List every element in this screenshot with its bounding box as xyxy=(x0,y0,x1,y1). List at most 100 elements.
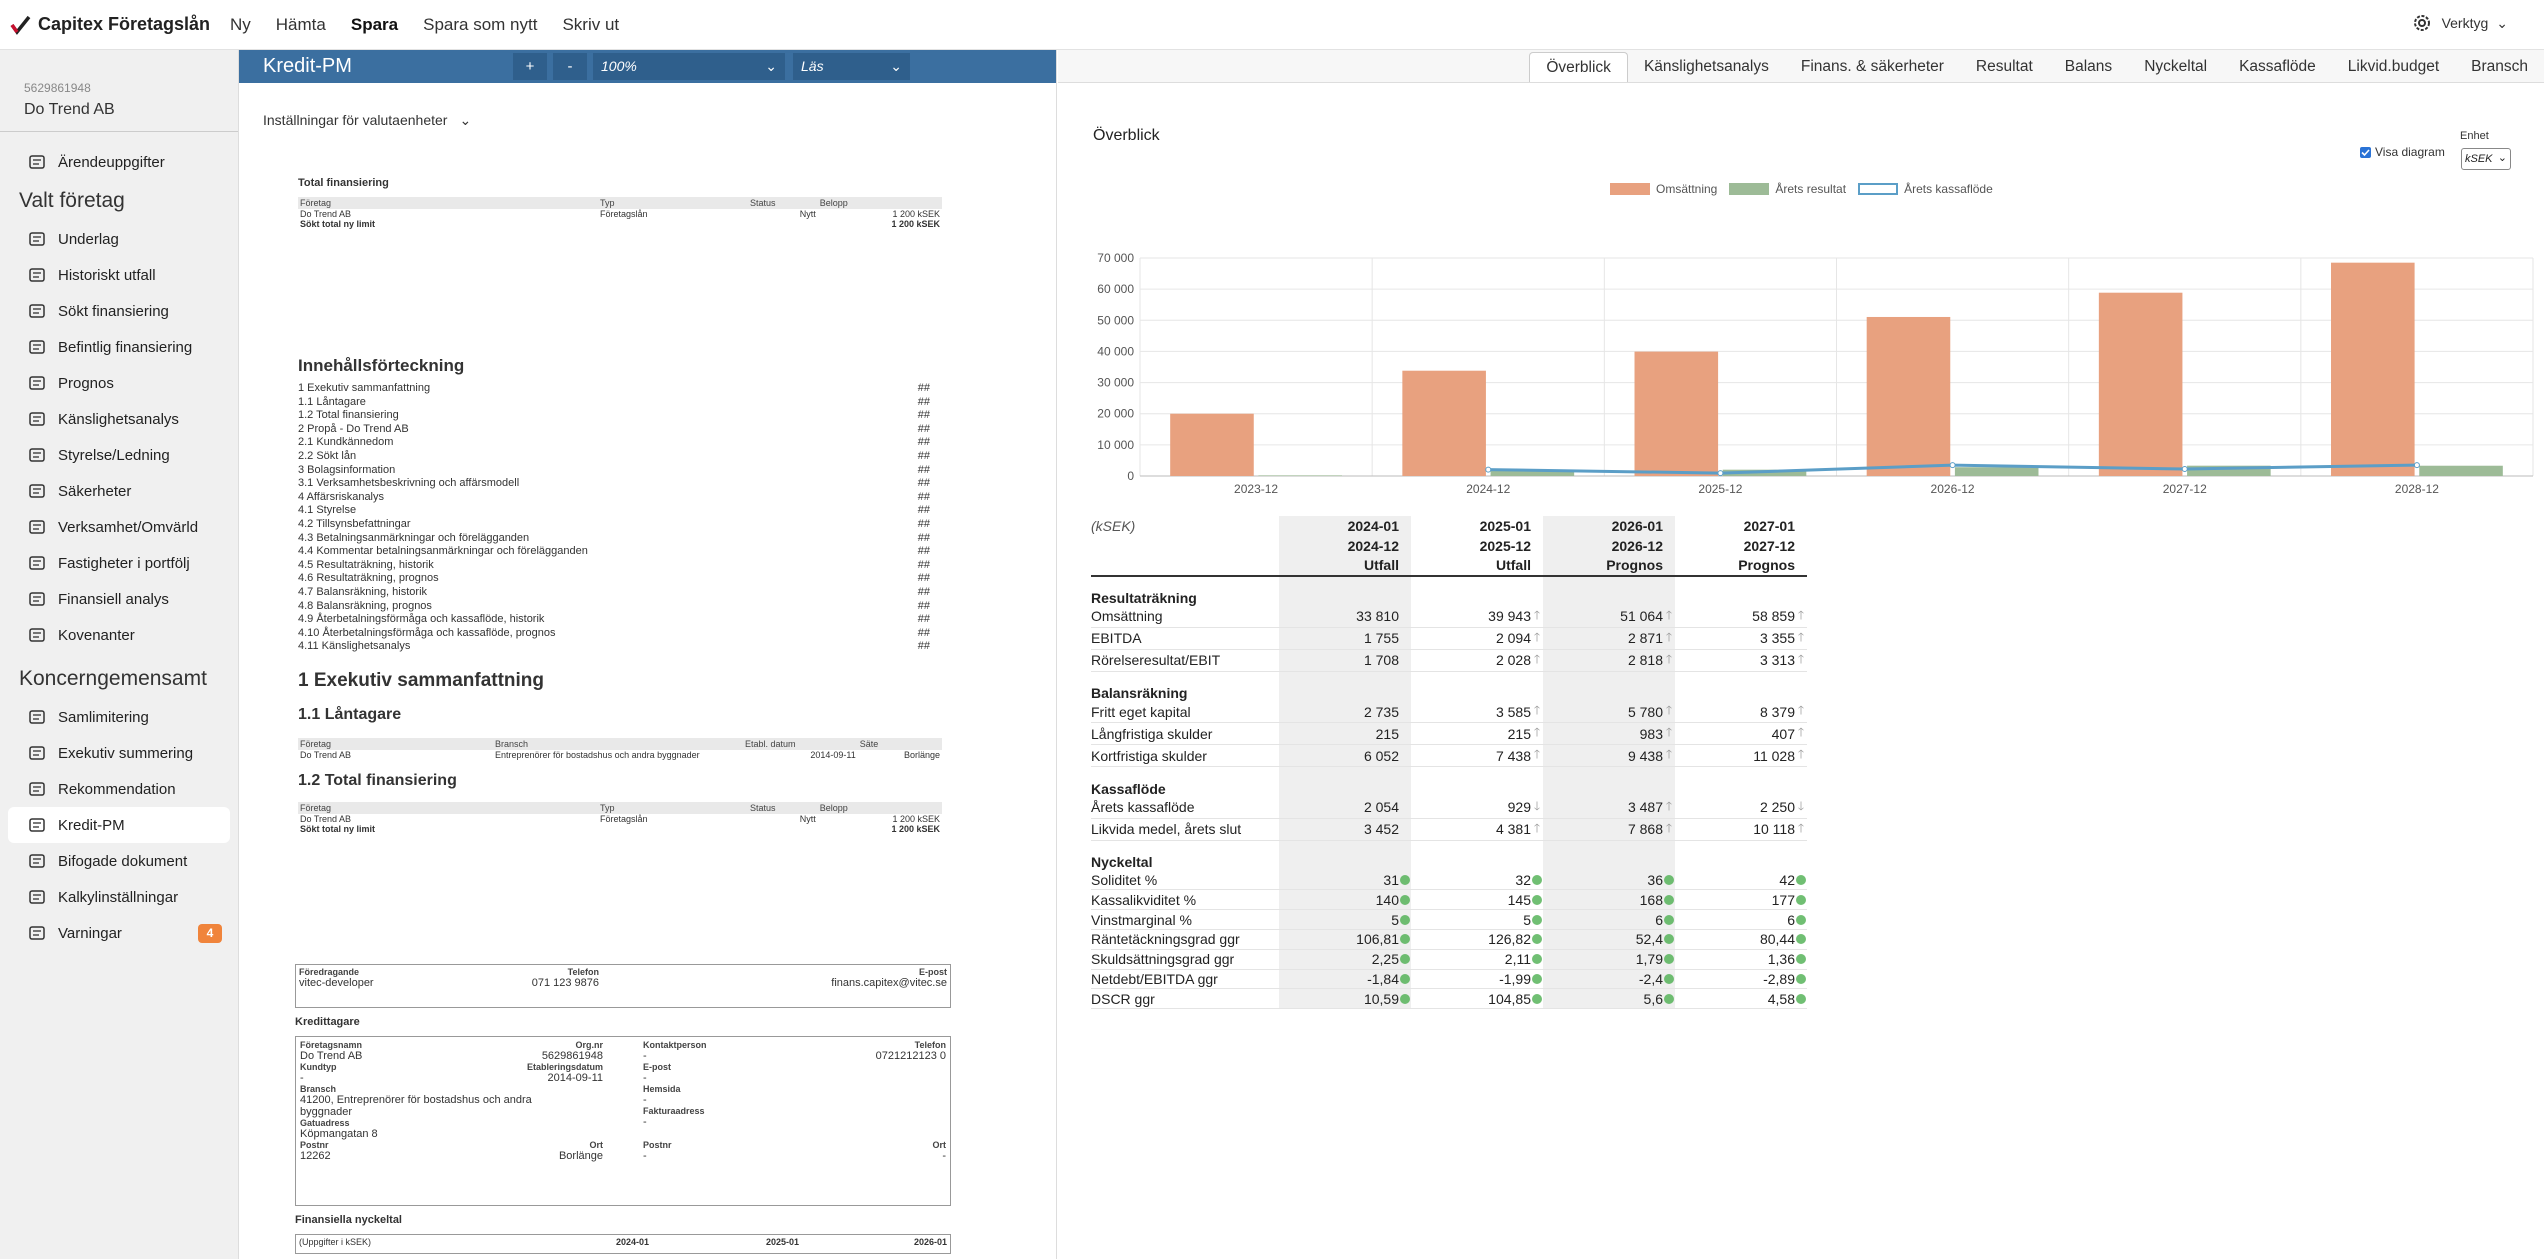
icon-cell xyxy=(1663,929,1675,950)
tab-överblick[interactable]: Överblick xyxy=(1529,52,1628,82)
value-cell: 4,58 xyxy=(1675,988,1795,1010)
arrow-up-icon: 🡑 xyxy=(1797,651,1805,666)
sidebar-item-verksamhet-omvärld[interactable]: Verksamhet/Omvärld xyxy=(8,509,230,545)
toc-entry[interactable]: 1.2 Total finansiering ## xyxy=(298,409,930,422)
sidebar-item-rekommendation[interactable]: Rekommendation xyxy=(8,771,230,807)
tab-kassaflöde[interactable]: Kassaflöde xyxy=(2239,58,2316,75)
toc-entry[interactable]: 4.8 Balansräkning, prognos ## xyxy=(298,599,930,612)
icon-cell xyxy=(1663,870,1675,891)
sidebar-item-säkerheter[interactable]: Säkerheter xyxy=(8,473,230,509)
handshake-icon xyxy=(29,746,45,760)
spacer xyxy=(1663,671,1675,702)
tools-menu[interactable]: Verktyg ⌄ xyxy=(2412,13,2508,33)
status-dot-icon xyxy=(1664,894,1674,905)
value-cell: 58 859 xyxy=(1675,605,1795,628)
unit-select[interactable]: kSEK ⌄ xyxy=(2461,148,2511,170)
section-header: Balansräkning xyxy=(1091,671,1807,702)
toc-entry[interactable]: 4.1 Styrelse ## xyxy=(298,504,930,517)
sidebar-item-ärendeuppgifter[interactable]: Ärendeuppgifter xyxy=(8,144,230,180)
coins-icon xyxy=(29,376,45,390)
toc-entry[interactable]: 3.1 Verksamhetsbeskrivning och affärsmod… xyxy=(298,477,930,490)
arrow-up-icon: 🡑 xyxy=(1797,820,1805,835)
menu-ny[interactable]: Ny xyxy=(230,14,251,34)
icon-cell xyxy=(1531,909,1543,930)
tab-resultat[interactable]: Resultat xyxy=(1975,58,2033,75)
bar-arets-resultat xyxy=(2419,465,2503,476)
value-cell: 2,11 xyxy=(1411,949,1531,970)
zoom-select[interactable]: 100% ⌄ xyxy=(593,53,785,80)
sidebar-item-kalkylinställningar[interactable]: Kalkylinställningar xyxy=(8,879,230,915)
brand[interactable]: Capitex Företagslån xyxy=(8,13,230,37)
sidebar-item-prognos[interactable]: Prognos xyxy=(8,365,230,401)
toc-entry[interactable]: 4.11 Känslighetsanalys ## xyxy=(298,640,930,653)
legend-swatch xyxy=(1858,183,1899,195)
toc-entry[interactable]: 2.1 Kundkännedom ## xyxy=(298,436,930,449)
board-icon xyxy=(29,448,45,462)
toc-entry[interactable]: 4.2 Tillsynsbefattningar ## xyxy=(298,517,930,530)
icon-cell xyxy=(1795,929,1807,950)
tab-likvid-budget[interactable]: Likvid.budget xyxy=(2347,58,2440,75)
tab-känslighetsanalys[interactable]: Känslighetsanalys xyxy=(1643,58,1769,75)
toc-entry[interactable]: 2 Propå - Do Trend AB ## xyxy=(298,422,930,435)
toc-entry[interactable]: 4.5 Resultaträkning, historik ## xyxy=(298,558,930,571)
zoom-in-button[interactable]: + xyxy=(513,53,547,80)
value-cell: -1,99 xyxy=(1411,969,1531,990)
sidebar-item-exekutiv-summering[interactable]: Exekutiv summering xyxy=(8,735,230,771)
menu-spara-som-nytt[interactable]: Spara som nytt xyxy=(423,14,538,34)
table-row: EBITDA 1 755 2 094 🡑 2 871 🡑 3 355 🡑 xyxy=(1091,627,1807,650)
sidebar-item-känslighetsanalys[interactable]: Känslighetsanalys xyxy=(8,401,230,437)
sidebar-item-label: Kredit-PM xyxy=(58,816,125,834)
toc-entry[interactable]: 3 Bolagsinformation ## xyxy=(298,463,930,476)
toc-entry[interactable]: 4.7 Balansräkning, historik ## xyxy=(298,585,930,598)
sidebar-item-label: Befintlig finansiering xyxy=(58,338,193,356)
legend-item-arets-resultat[interactable]: Årets resultat xyxy=(1729,182,1846,196)
sidebar-item-historiskt-utfall[interactable]: Historiskt utfall xyxy=(8,257,230,293)
sidebar-item-befintlig-finansiering[interactable]: Befintlig finansiering xyxy=(8,329,230,365)
toc-entry[interactable]: 4.9 Återbetalningsförmåga och kassaflöde… xyxy=(298,613,930,626)
sidebar-item-kovenanter[interactable]: Kovenanter xyxy=(8,617,230,653)
unit-label xyxy=(1091,536,1279,556)
toc-entry[interactable]: 2.2 Sökt lån ## xyxy=(298,449,930,462)
toc-entry[interactable]: 4 Affärsriskanalys ## xyxy=(298,490,930,503)
toc-entry[interactable]: 1 Exekutiv sammanfattning ## xyxy=(298,382,930,394)
top-bar: Capitex Företagslån Ny Hämta Spara Spara… xyxy=(0,0,2544,50)
toc-entry[interactable]: 4.10 Återbetalningsförmåga och kassaflöd… xyxy=(298,626,930,639)
icon-cell xyxy=(1663,949,1675,970)
toc-entry[interactable]: 4.6 Resultaträkning, prognos ## xyxy=(298,572,930,585)
sidebar-item-kredit-pm[interactable]: Kredit-PM xyxy=(8,807,230,843)
total-financing-heading: 1.2 Total finansiering xyxy=(298,772,457,789)
legend-item-omsattning[interactable]: Omsättning xyxy=(1610,182,1717,196)
sidebar-item-finansiell-analys[interactable]: Finansiell analys xyxy=(8,581,230,617)
menu-skriv-ut[interactable]: Skriv ut xyxy=(562,14,620,34)
tab-nyckeltal[interactable]: Nyckeltal xyxy=(2144,58,2208,75)
bar-omsattning xyxy=(1170,413,1254,476)
show-chart-checkbox[interactable]: Visa diagram xyxy=(2360,145,2445,159)
tab-balans[interactable]: Balans xyxy=(2064,58,2113,75)
toc-entry[interactable]: 4.3 Betalningsanmärkningar och förelägga… xyxy=(298,531,930,544)
table-header: 2024-12 2025-12 2026-12 2027-12 xyxy=(1091,535,1807,556)
legend-item-arets-kassaflode[interactable]: Årets kassaflöde xyxy=(1858,182,1993,196)
arrow-up-icon: 🡑 xyxy=(1533,747,1541,762)
value-cell: 42 xyxy=(1675,870,1795,891)
tab-bransch[interactable]: Bransch xyxy=(2471,58,2528,75)
sidebar-item-sökt-finansiering[interactable]: Sökt finansiering xyxy=(8,293,230,329)
sidebar-item-fastigheter-i-portfölj[interactable]: Fastigheter i portfölj xyxy=(8,545,230,581)
mode-select[interactable]: Läs ⌄ xyxy=(793,53,910,80)
menu-spara[interactable]: Spara xyxy=(350,14,399,34)
sidebar-item-samlimitering[interactable]: Samlimitering xyxy=(8,699,230,735)
toc-entry[interactable]: 4.4 Kommentar betalningsanmärkningar och… xyxy=(298,545,930,558)
sidebar-item-bifogade-dokument[interactable]: Bifogade dokument xyxy=(8,843,230,879)
unit-label xyxy=(1091,555,1279,577)
toc-entry[interactable]: 1.1 Låntagare ## xyxy=(298,395,930,408)
sidebar-item-varningar[interactable]: Varningar 4 xyxy=(8,915,230,951)
icon-cell: 🡑 xyxy=(1531,649,1543,672)
currency-settings-toggle[interactable]: Inställningar för valutaenheter ⌄ xyxy=(263,112,471,129)
sidebar-item-styrelse-ledning[interactable]: Styrelse/Ledning xyxy=(8,437,230,473)
label: Hemsida xyxy=(643,1084,681,1094)
tab-finans-säkerheter[interactable]: Finans. & säkerheter xyxy=(1800,58,1944,75)
zoom-out-button[interactable]: - xyxy=(553,53,587,80)
spacer xyxy=(1675,767,1795,797)
menu-hamta[interactable]: Hämta xyxy=(275,14,326,34)
sidebar-item-underlag[interactable]: Underlag xyxy=(8,221,230,257)
col-header: Prognos xyxy=(1543,555,1663,577)
